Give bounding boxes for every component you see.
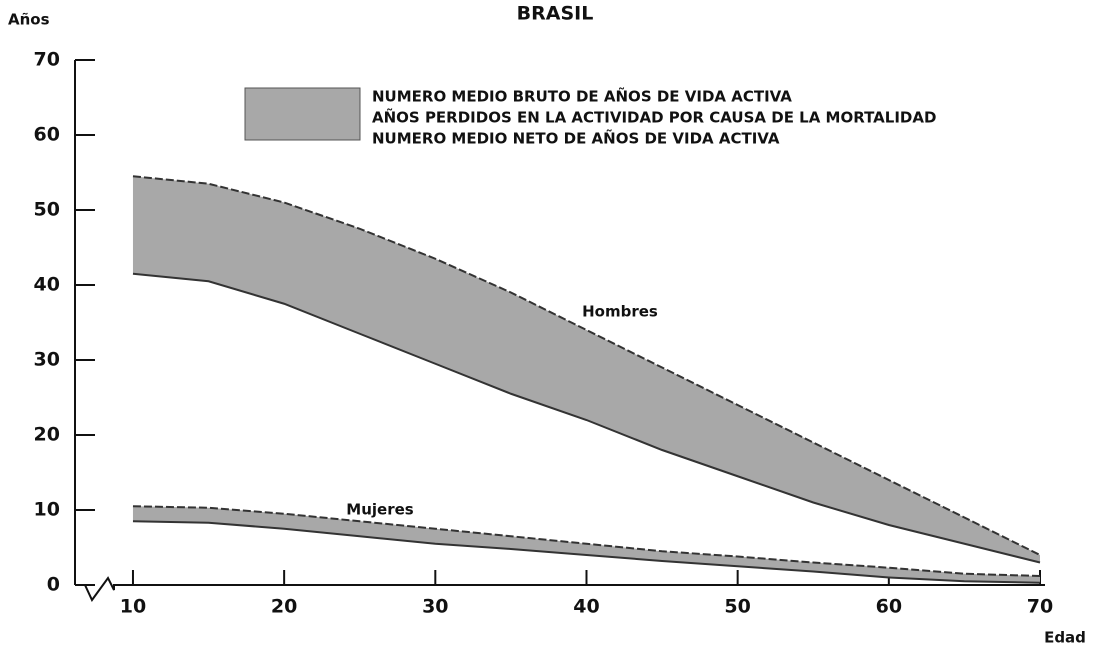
- band-edge: [132, 175, 1041, 556]
- x-tick-label: 70: [1027, 596, 1053, 618]
- x-tick-label: 60: [876, 596, 902, 618]
- legend-swatch: [244, 87, 361, 141]
- x-axis-label: Edad: [1044, 629, 1086, 647]
- band-area: [132, 176, 1040, 563]
- y-tick-label: 20: [34, 424, 60, 446]
- y-tick-label: 60: [34, 124, 60, 146]
- y-tick-label: 10: [34, 499, 60, 521]
- x-tick-label: 30: [422, 596, 448, 618]
- band-edge: [132, 505, 1041, 577]
- legend-label: AÑOS PERDIDOS EN LA ACTIVIDAD POR CAUSA …: [372, 108, 936, 127]
- series-label: Mujeres: [346, 501, 413, 519]
- y-axis-label: Años: [8, 11, 50, 29]
- y-tick-label: 40: [34, 274, 60, 296]
- y-tick-label: 70: [34, 49, 60, 71]
- x-tick-label: 50: [724, 596, 750, 618]
- x-tick-label: 10: [120, 596, 146, 618]
- chart-title: BRASIL: [517, 3, 594, 25]
- y-tick-label: 50: [34, 199, 60, 221]
- y-tick-label: 0: [47, 574, 60, 596]
- x-tick-label: 20: [271, 596, 297, 618]
- series-label: Hombres: [582, 303, 658, 321]
- legend-label: NUMERO MEDIO NETO DE AÑOS DE VIDA ACTIVA: [372, 129, 780, 148]
- y-tick-label: 30: [34, 349, 60, 371]
- x-tick-label: 40: [573, 596, 599, 618]
- legend-label: NUMERO MEDIO BRUTO DE AÑOS DE VIDA ACTIV…: [372, 87, 792, 106]
- band-edge: [132, 520, 1041, 584]
- band-edge: [132, 272, 1041, 564]
